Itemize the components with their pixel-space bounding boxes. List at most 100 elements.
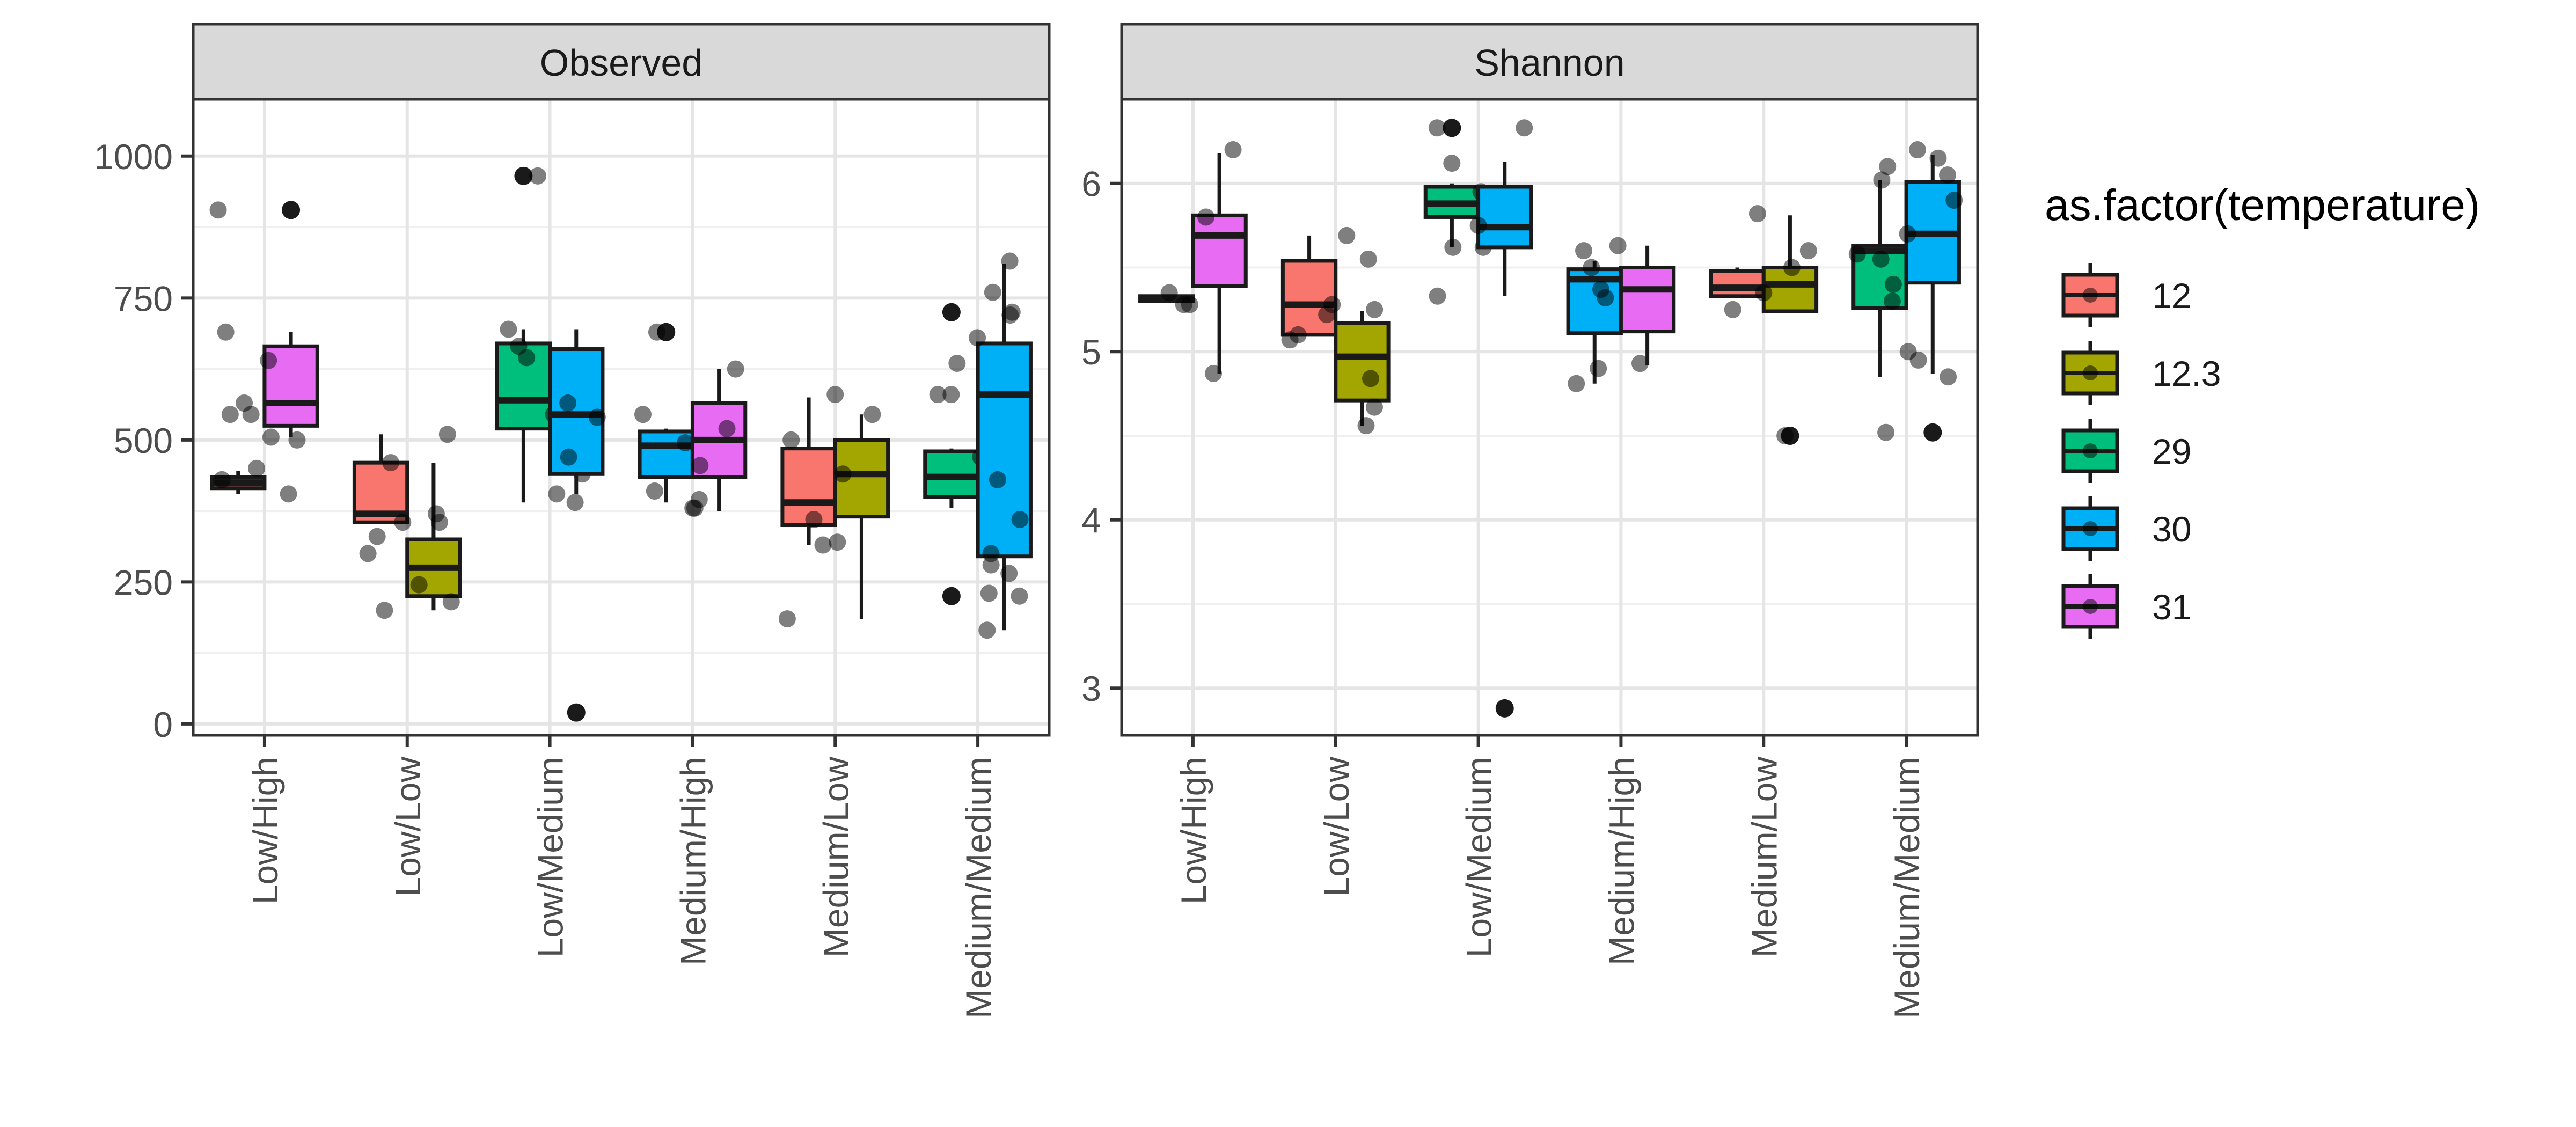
jitter-point (1011, 587, 1028, 605)
strip-label: Shannon (1474, 42, 1624, 84)
jitter-point (1575, 242, 1593, 260)
jitter-point (942, 386, 960, 404)
jitter-point (948, 354, 966, 372)
legend-label: 12.3 (2152, 354, 2221, 393)
jitter-point (1366, 301, 1384, 318)
jitter-point (1175, 296, 1192, 313)
x-tick-label: Low/Low (1316, 757, 1356, 897)
box-body (1476, 185, 1533, 250)
jitter-point (368, 528, 386, 545)
jitter-point (221, 406, 239, 423)
legend-label: 30 (2152, 509, 2191, 549)
outlier-point (1923, 423, 1942, 442)
jitter-point (217, 323, 235, 341)
jitter-point (1909, 141, 1927, 159)
jitter-point (213, 471, 231, 488)
jitter-point (980, 584, 998, 602)
jitter-point (248, 459, 266, 477)
panel-observed: Observed 0 250 500 750 1000 Low/High Low/Low Low… (94, 23, 1051, 1019)
box-medium-low-12_3 (778, 406, 890, 628)
jitter-point (826, 386, 844, 404)
jitter-point (1872, 250, 1890, 268)
jitter-point (677, 434, 694, 452)
box-medium-medium-30 (1872, 141, 1963, 442)
outlier-point (282, 201, 301, 219)
jitter-point (1609, 237, 1627, 254)
jitter-point (691, 457, 709, 474)
jitter-point (427, 505, 445, 523)
legend-item: 12.3 (2061, 341, 2221, 405)
jitter-point (1281, 331, 1299, 349)
plot-layer: Observed 0 250 500 750 1000 Low/High Low/Low Low… (94, 23, 1979, 1019)
y-tick-label: 6 (1081, 164, 1101, 204)
panel-background (193, 99, 1049, 735)
jitter-point (1939, 166, 1957, 184)
y-tick-label: 250 (114, 562, 173, 602)
jitter-point (1755, 284, 1773, 302)
legend-label: 12 (2152, 276, 2191, 316)
jitter-point (646, 482, 663, 500)
outlier-point (567, 703, 586, 722)
jitter-point (1899, 225, 1916, 243)
box-low-low-12_3 (359, 463, 462, 619)
legend-title: as.factor(temperature) (2045, 181, 2480, 230)
jitter-point (648, 323, 665, 341)
strip-label: Observed (540, 42, 702, 84)
legend: as.factor(temperature) 12 12.3 29 30 31 (2045, 181, 2480, 639)
box-body (1191, 213, 1248, 288)
jitter-point (280, 485, 297, 503)
jitter-point (718, 420, 736, 437)
box-medium-medium-30 (929, 252, 1033, 631)
outlier-point (514, 166, 533, 185)
jitter-point (1357, 417, 1375, 435)
jitter-point (262, 428, 280, 446)
jitter-point (1724, 301, 1741, 318)
legend-key-point (2083, 521, 2098, 536)
jitter-point (1592, 281, 1609, 298)
jitter-point (805, 510, 823, 528)
jitter-point (829, 533, 846, 551)
jitter-point (1197, 208, 1215, 226)
legend-key-point (2083, 365, 2098, 380)
outlier-point (1443, 119, 1461, 137)
jitter-point (1001, 306, 1019, 324)
legend-key-point (2083, 443, 2098, 458)
jitter-point (1338, 226, 1356, 244)
jitter-point (814, 536, 832, 554)
jitter-point (1631, 355, 1649, 372)
jitter-point (1883, 292, 1901, 310)
x-tick-label: Medium/High (673, 757, 713, 965)
box-medium-low-12_3 (1748, 205, 1819, 445)
jitter-point (727, 360, 744, 378)
outlier-point (942, 587, 961, 605)
x-tick-label: Low/High (1174, 757, 1213, 904)
jitter-point (1899, 343, 1917, 361)
jitter-point (1877, 423, 1895, 441)
jitter-point (1590, 360, 1607, 377)
jitter-point (929, 386, 947, 404)
x-tick-label: Medium/Low (1744, 757, 1784, 957)
jitter-point (978, 621, 996, 639)
box-low-high-12 (210, 406, 306, 503)
jitter-point (1359, 250, 1377, 268)
jitter-point (1323, 296, 1341, 313)
x-tick-label: Medium/High (1601, 757, 1641, 965)
y-tick-label: 500 (114, 421, 173, 460)
jitter-point (1443, 155, 1461, 172)
x-tick-label: Low/Medium (531, 757, 570, 957)
jitter-point (982, 545, 1000, 562)
box-low-high-31 (1175, 141, 1248, 374)
jitter-point (1879, 158, 1897, 175)
jitter-point (1469, 217, 1487, 235)
jitter-point (1000, 565, 1018, 582)
jitter-point (529, 167, 547, 185)
x-tick-label: Low/Medium (1459, 757, 1499, 957)
jitter-point (989, 471, 1006, 488)
x-tick-label: Low/Low (388, 757, 428, 897)
jitter-point (1945, 192, 1963, 209)
outlier-point (942, 303, 961, 321)
jitter-point (236, 394, 253, 412)
jitter-point (410, 576, 428, 594)
jitter-point (1429, 287, 1446, 305)
jitter-point (1940, 368, 1957, 386)
